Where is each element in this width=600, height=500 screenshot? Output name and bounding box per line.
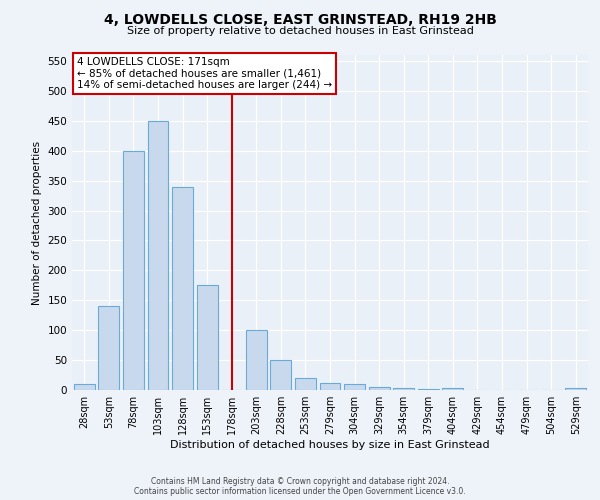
Bar <box>246 330 267 390</box>
Text: Contains HM Land Registry data © Crown copyright and database right 2024.
Contai: Contains HM Land Registry data © Crown c… <box>134 476 466 496</box>
Bar <box>442 388 463 390</box>
Y-axis label: Number of detached properties: Number of detached properties <box>32 140 42 304</box>
Bar <box>393 388 414 390</box>
Bar <box>98 306 119 390</box>
Bar <box>320 383 340 390</box>
Bar <box>295 378 316 390</box>
Text: 4, LOWDELLS CLOSE, EAST GRINSTEAD, RH19 2HB: 4, LOWDELLS CLOSE, EAST GRINSTEAD, RH19 … <box>104 12 496 26</box>
Bar <box>148 121 169 390</box>
X-axis label: Distribution of detached houses by size in East Grinstead: Distribution of detached houses by size … <box>170 440 490 450</box>
Bar <box>74 384 95 390</box>
Bar <box>123 150 144 390</box>
Bar <box>172 186 193 390</box>
Bar <box>565 388 586 390</box>
Bar <box>271 360 292 390</box>
Bar <box>197 286 218 390</box>
Bar <box>368 387 389 390</box>
Text: 4 LOWDELLS CLOSE: 171sqm
← 85% of detached houses are smaller (1,461)
14% of sem: 4 LOWDELLS CLOSE: 171sqm ← 85% of detach… <box>77 56 332 90</box>
Bar <box>418 389 439 390</box>
Bar <box>344 384 365 390</box>
Text: Size of property relative to detached houses in East Grinstead: Size of property relative to detached ho… <box>127 26 473 36</box>
